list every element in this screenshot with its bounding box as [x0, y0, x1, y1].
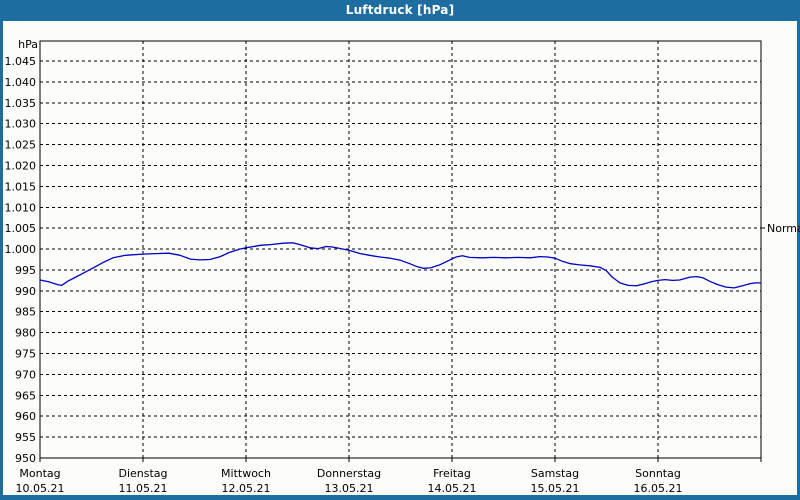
window-title-bar: Luftdruck [hPa]	[0, 0, 800, 21]
x-axis-date-label: 10.05.21	[16, 482, 65, 495]
pressure-line	[39, 242, 762, 289]
y-axis-tick-label: 1.015	[5, 180, 37, 193]
x-axis-date-label: 16.05.21	[634, 482, 683, 495]
x-axis-date-label: 15.05.21	[531, 482, 580, 495]
y-axis-tick-label: 1.040	[5, 76, 37, 89]
y-axis-tick-label: 1.005	[5, 222, 37, 235]
y-axis-tick-label: 985	[15, 306, 36, 319]
y-axis-unit-label: hPa	[18, 38, 38, 51]
x-axis-day-label: Montag	[19, 467, 60, 480]
y-axis-tick-label: 1.045	[5, 55, 37, 68]
x-axis-date-label: 12.05.21	[222, 482, 271, 495]
y-axis-tick-label: 995	[15, 264, 36, 277]
x-axis-date-label: 13.05.21	[325, 482, 374, 495]
y-axis-tick-label: 1.000	[5, 243, 37, 256]
x-axis-day-label: Mittwoch	[221, 467, 271, 480]
y-axis-tick-label: 950	[15, 452, 36, 465]
y-axis-tick-label: 1.025	[5, 139, 37, 152]
y-axis-tick-label: 1.035	[5, 97, 37, 110]
y-axis-tick-label: 965	[15, 389, 36, 402]
y-axis-tick-label: 975	[15, 348, 36, 361]
x-axis-date-label: 11.05.21	[119, 482, 168, 495]
y-axis-tick-label: 1.030	[5, 118, 37, 131]
y-axis-tick-label: 960	[15, 410, 36, 423]
x-axis-date-label: 14.05.21	[428, 482, 477, 495]
y-axis-tick-label: 1.010	[5, 201, 37, 214]
y-axis-tick-label: 970	[15, 368, 36, 381]
x-axis-day-label: Sonntag	[635, 467, 681, 480]
y-axis-tick-label: 990	[15, 285, 36, 298]
y-axis-tick-label: 955	[15, 431, 36, 444]
y-axis-tick-label: 980	[15, 327, 36, 340]
y-axis-tick-label: 1.020	[5, 159, 37, 172]
window-title: Luftdruck [hPa]	[345, 3, 455, 17]
plot-border	[39, 40, 762, 459]
x-axis-day-label: Samstag	[531, 467, 579, 480]
normal-reference-label: Normal	[767, 222, 800, 235]
x-axis-day-label: Donnerstag	[317, 467, 381, 480]
x-axis-day-label: Freitag	[433, 467, 471, 480]
x-axis-day-label: Dienstag	[118, 467, 167, 480]
